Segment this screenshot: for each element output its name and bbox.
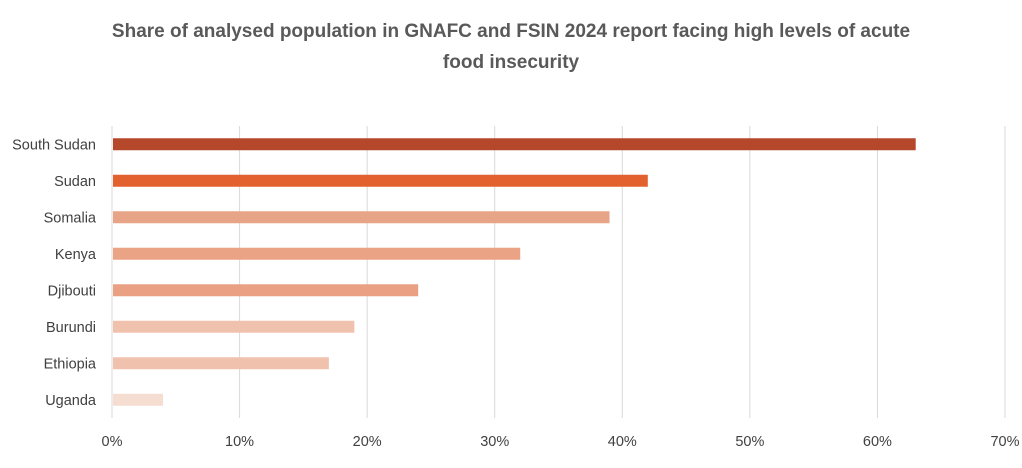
x-tick-label: 10% <box>225 434 254 450</box>
category-label: Kenya <box>55 247 97 263</box>
chart-title: Share of analysed population in GNAFC an… <box>60 16 962 78</box>
bar-kenya <box>113 247 521 260</box>
bar-djibouti <box>113 284 419 297</box>
x-tick-label: 50% <box>735 434 764 450</box>
category-label: Uganda <box>45 393 97 409</box>
category-label: Sudan <box>54 174 96 190</box>
category-labels: South Sudan Sudan Somalia Kenya Djibouti Buru… <box>12 137 97 409</box>
gridlines <box>111 126 1006 418</box>
category-label: Ethiopia <box>44 356 97 372</box>
bar-south-sudan <box>113 138 916 151</box>
x-tick-label: 40% <box>608 434 637 450</box>
category-label: South Sudan <box>12 137 96 153</box>
bar-somalia <box>113 211 610 224</box>
chart-title-line-2: food insecurity <box>442 52 580 73</box>
chart-title-line-1: Share of analysed population in GNAFC an… <box>111 21 911 42</box>
bar-ethiopia <box>113 357 329 370</box>
bar-burundi <box>113 320 355 333</box>
x-tick-label: 20% <box>353 434 382 450</box>
bar-sudan <box>113 174 648 187</box>
x-tick-label: 70% <box>990 434 1019 450</box>
category-label: Djibouti <box>48 283 96 299</box>
x-axis-tick-labels: 0% 10% 20% 30% 40% 50% 60% 70% <box>102 434 1020 450</box>
bars <box>113 138 916 406</box>
x-tick-label: 60% <box>863 434 892 450</box>
category-label: Somalia <box>44 210 97 226</box>
bar-uganda <box>113 393 164 406</box>
x-tick-label: 30% <box>480 434 509 450</box>
category-label: Burundi <box>46 320 96 336</box>
x-tick-label: 0% <box>102 434 123 450</box>
